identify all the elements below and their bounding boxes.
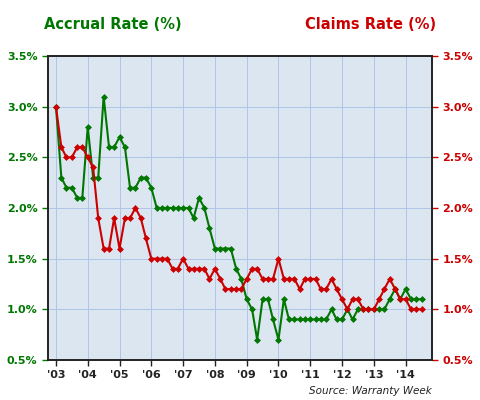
Text: Source: Warranty Week: Source: Warranty Week: [309, 386, 432, 396]
Text: Claims Rate (%): Claims Rate (%): [305, 17, 436, 32]
Text: Accrual Rate (%): Accrual Rate (%): [44, 17, 182, 32]
